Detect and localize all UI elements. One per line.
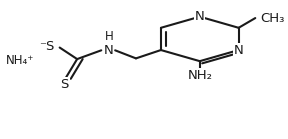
Text: NH₂: NH₂ — [187, 69, 212, 82]
Text: NH₄⁺: NH₄⁺ — [6, 54, 34, 67]
Text: H: H — [105, 30, 113, 43]
Text: N: N — [195, 10, 205, 23]
Text: N: N — [234, 44, 243, 57]
Text: N: N — [103, 44, 113, 57]
Text: ⁻S: ⁻S — [39, 40, 55, 53]
Text: CH₃: CH₃ — [260, 12, 285, 25]
Text: S: S — [60, 78, 69, 91]
